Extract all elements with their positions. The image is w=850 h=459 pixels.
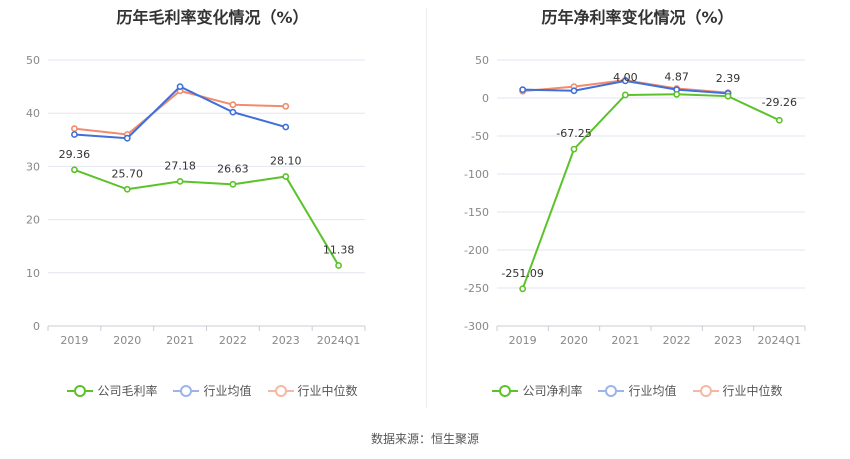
data-point-industry_median <box>282 102 290 110</box>
legend-marker-icon <box>692 384 719 397</box>
data-point-industry_avg <box>570 87 578 95</box>
y-tick-label: 10 <box>26 267 40 280</box>
x-tick-label: 2021 <box>166 334 194 347</box>
x-tick-label: 2022 <box>663 334 691 347</box>
data-source-note: 数据来源：恒生聚源 <box>370 432 479 446</box>
legend-label: 公司净利率 <box>522 384 583 398</box>
data-label: 28.10 <box>270 155 302 168</box>
x-tick-label: 2022 <box>219 334 247 347</box>
data-point-company <box>335 262 342 269</box>
data-point-company <box>176 178 184 185</box>
x-tick-label: 2019 <box>509 334 537 347</box>
x-tick-label: 2024Q1 <box>758 334 802 347</box>
legend-label: 行业均值 <box>628 384 677 398</box>
gross-margin-chart: 历年毛利率变化情况（%） 0 10 20 30 40 50 2019 2020 2021 2022… <box>0 0 425 420</box>
y-tick-label: 0 <box>482 92 489 105</box>
x-tick-label: 2023 <box>272 334 300 347</box>
legend-label: 行业中位数 <box>722 384 783 398</box>
chart-legend: 公司净利率 行业均值 行业中位数 <box>425 382 850 399</box>
data-point-company <box>229 180 237 188</box>
chart-title: 历年净利率变化情况（%） <box>541 8 734 27</box>
data-point-industry_avg <box>71 131 78 138</box>
y-tick-label: -100 <box>464 168 489 181</box>
data-point-company <box>724 92 732 100</box>
legend-marker-icon <box>598 384 625 397</box>
data-label: 27.18 <box>164 159 196 172</box>
legend-item-industry-median[interactable]: 行业中位数 <box>692 382 783 399</box>
series-line-industry_median <box>74 89 286 136</box>
data-point-industry_avg <box>621 77 629 85</box>
data-label: -67.25 <box>556 127 591 140</box>
x-tick-label: 2020 <box>560 334 588 347</box>
series-line-company <box>74 168 340 266</box>
legend-marker-icon <box>267 384 294 397</box>
data-point-industry_avg <box>282 123 290 131</box>
legend-item-company[interactable]: 公司净利率 <box>492 382 582 399</box>
x-tick-label: 2023 <box>714 334 742 347</box>
series-line-industry_avg <box>74 85 287 140</box>
data-point-company <box>123 185 131 193</box>
series-line-company <box>521 93 780 290</box>
y-tick-label: 50 <box>475 54 489 67</box>
data-label: 4.00 <box>613 71 638 84</box>
data-point-industry_avg <box>176 83 184 90</box>
data-point-company <box>519 285 527 293</box>
y-tick-label: -200 <box>464 244 489 257</box>
x-tick-label: 2024Q1 <box>317 334 361 347</box>
y-tick-label: -250 <box>464 282 489 295</box>
data-label: 4.87 <box>664 70 689 83</box>
data-label: 29.36 <box>59 148 91 161</box>
legend-marker-icon <box>67 384 94 397</box>
data-label: 25.70 <box>112 167 144 180</box>
data-point-industry_avg <box>229 108 237 116</box>
data-point-industry_avg <box>519 86 527 94</box>
data-point-company <box>673 90 681 98</box>
data-label: 11.38 <box>323 243 355 256</box>
data-point-industry_median <box>229 101 237 109</box>
y-tick-label: 40 <box>26 107 40 120</box>
legend-item-company[interactable]: 公司毛利率 <box>67 382 157 399</box>
chart-title: 历年毛利率变化情况（%） <box>116 8 309 27</box>
panel-divider <box>426 8 427 408</box>
data-point-company <box>282 173 290 180</box>
y-tick-label: -300 <box>464 320 489 333</box>
legend-marker-icon <box>173 384 200 397</box>
y-tick-label: -50 <box>471 130 489 143</box>
y-tick-label: 0 <box>33 320 40 333</box>
legend-label: 行业均值 <box>203 384 252 398</box>
legend-item-industry-avg[interactable]: 行业均值 <box>598 382 677 399</box>
legend-label: 行业中位数 <box>297 384 358 398</box>
chart-legend: 公司毛利率 行业均值 行业中位数 <box>0 382 425 399</box>
legend-marker-icon <box>492 384 519 397</box>
data-point-company <box>71 166 78 174</box>
net-margin-plot: -300 -250 -200 -150 -100 -50 0 50 2019 2020 2021 20… <box>464 54 806 347</box>
data-point-company <box>775 116 783 124</box>
x-tick-label: 2021 <box>611 334 639 347</box>
legend-label: 公司毛利率 <box>97 384 158 398</box>
data-label: -29.26 <box>762 96 797 109</box>
y-tick-label: -150 <box>464 206 489 219</box>
net-margin-chart: 历年净利率变化情况（%） -300 -250 -200 -150 -100 -50 0 50 2… <box>425 0 850 420</box>
data-point-company <box>621 91 629 99</box>
y-tick-label: 30 <box>26 160 40 173</box>
gross-margin-plot: 0 10 20 30 40 50 2019 2020 2021 2022 2023 2024Q1 29.… <box>26 54 366 347</box>
x-tick-label: 2019 <box>60 334 88 347</box>
data-point-company <box>570 145 578 153</box>
y-tick-label: 50 <box>26 54 40 67</box>
data-point-industry_median <box>71 125 78 133</box>
data-label: -251.09 <box>501 267 543 280</box>
x-tick-label: 2020 <box>113 334 141 347</box>
legend-item-industry-median[interactable]: 行业中位数 <box>267 382 358 399</box>
y-tick-label: 20 <box>26 214 40 227</box>
legend-item-industry-avg[interactable]: 行业均值 <box>173 382 252 399</box>
data-point-industry_avg <box>123 134 131 142</box>
data-label: 2.39 <box>716 72 741 85</box>
data-label: 26.63 <box>217 162 249 175</box>
